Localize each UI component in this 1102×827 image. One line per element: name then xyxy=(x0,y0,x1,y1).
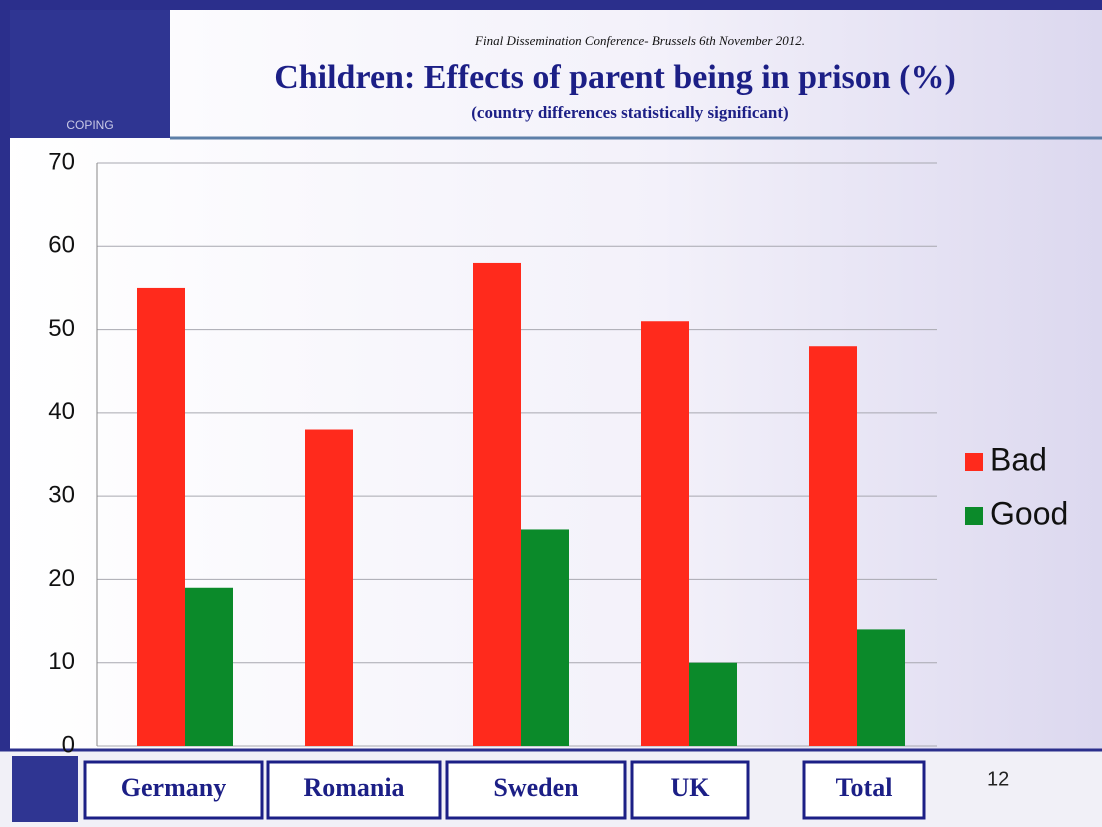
y-tick-label: 60 xyxy=(48,232,75,259)
page-number: 12 xyxy=(987,768,1009,790)
legend-label: Bad xyxy=(990,441,1047,477)
top-border xyxy=(0,0,1102,10)
eu-flag xyxy=(12,756,78,822)
bar xyxy=(185,587,233,746)
category-box xyxy=(445,760,627,820)
legend-label: Good xyxy=(990,495,1068,531)
legend-swatch xyxy=(965,507,983,525)
left-border xyxy=(0,0,10,827)
bar xyxy=(857,629,905,746)
category-box xyxy=(83,760,264,820)
x-tick-label: UK xyxy=(671,773,711,802)
category-box xyxy=(630,760,750,820)
y-tick-label: 10 xyxy=(48,648,75,675)
y-tick-label: 30 xyxy=(48,481,75,508)
bar xyxy=(521,529,569,746)
legend-swatch xyxy=(965,453,983,471)
y-tick-label: 0 xyxy=(62,731,75,758)
chart-title: Children: Effects of parent being in pri… xyxy=(274,59,956,96)
chart-subtitle: (country differences statistically signi… xyxy=(471,103,788,122)
x-tick-label: Romania xyxy=(303,773,404,802)
x-tick-label: Total xyxy=(836,773,893,802)
conference-note: Final Dissemination Conference- Brussels… xyxy=(474,33,805,48)
bar xyxy=(305,429,353,746)
category-box xyxy=(266,760,442,820)
bar xyxy=(473,262,521,746)
bar xyxy=(137,287,185,746)
x-tick-label: Germany xyxy=(121,773,226,802)
bar xyxy=(809,346,857,746)
bar xyxy=(641,321,689,746)
logo-text: COPING xyxy=(66,118,113,132)
y-tick-label: 20 xyxy=(48,565,75,592)
y-tick-label: 40 xyxy=(48,398,75,425)
logo xyxy=(10,10,170,138)
bar xyxy=(689,662,737,746)
y-tick-label: 70 xyxy=(48,148,75,175)
y-tick-label: 50 xyxy=(48,315,75,342)
x-tick-label: Sweden xyxy=(493,773,579,802)
category-box xyxy=(802,760,926,820)
